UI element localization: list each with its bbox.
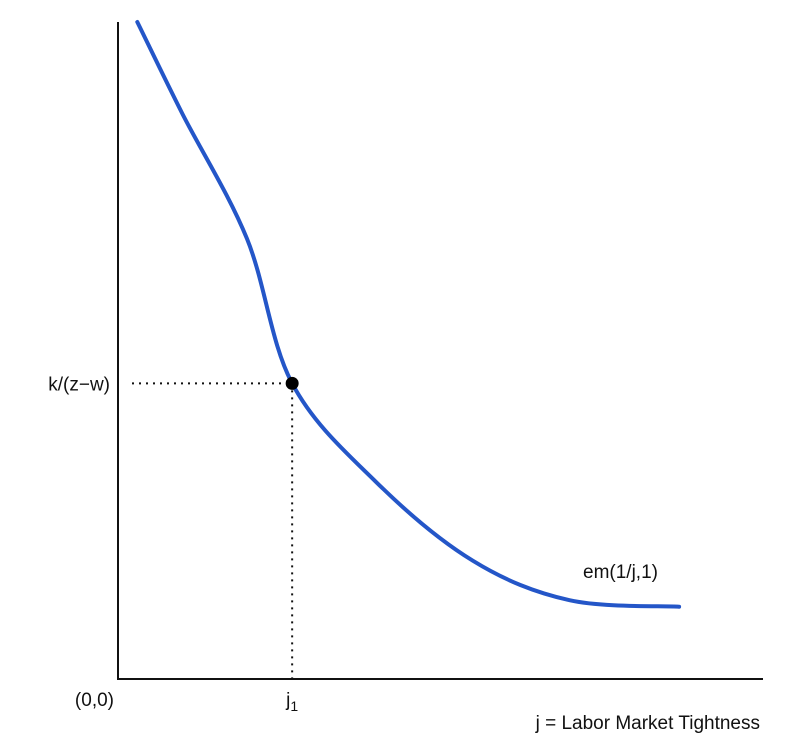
equilibrium-point [285,376,299,390]
series-label: em(1/j,1) [583,562,658,583]
series-line-em [135,20,682,609]
x-tick-label: j1 [285,690,298,714]
y-tick-label: k/(z−w) [48,374,110,395]
x-axis-label: j = Labor Market Tightness [535,713,760,734]
origin-label: (0,0) [75,690,114,711]
